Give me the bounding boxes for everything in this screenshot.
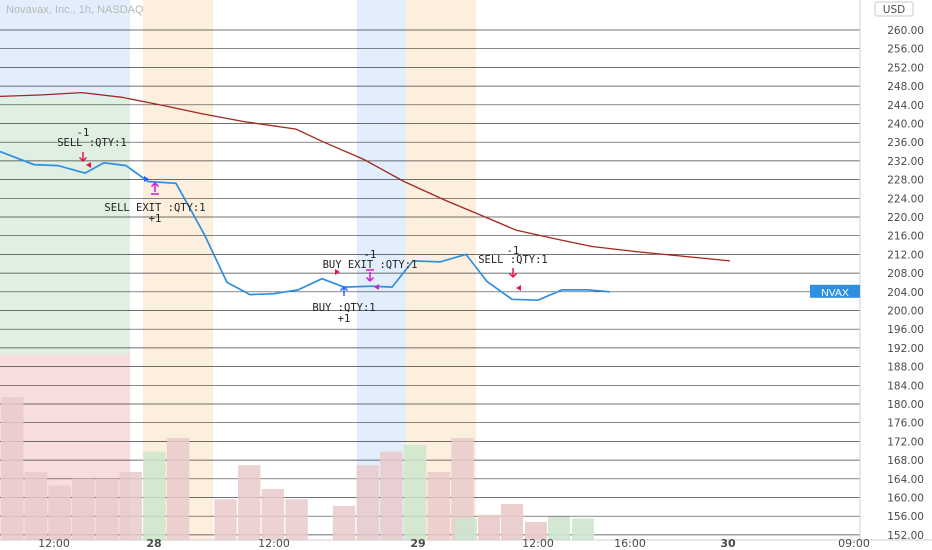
- volume-bar: [166, 438, 190, 540]
- price-tag-label: NVAX: [821, 287, 849, 299]
- y-tick-label: 180.00: [887, 399, 924, 411]
- trade-marker-triangle: [335, 269, 340, 275]
- volume-bar: [501, 504, 523, 540]
- series-lines: [0, 91, 731, 302]
- price-series-line: [0, 150, 611, 302]
- y-tick-label: 224.00: [887, 193, 924, 205]
- volume-bar: [238, 465, 261, 540]
- trade-arrow-head: [508, 272, 518, 279]
- volume-bar: [525, 522, 547, 540]
- symbol-title: Novavax, Inc., 1h, NASDAQ: [6, 4, 144, 16]
- y-tick-label: 172.00: [887, 436, 924, 448]
- y-tick-label: 244.00: [887, 100, 924, 112]
- y-tick-label: 256.00: [887, 44, 924, 56]
- volume-bar: [95, 478, 119, 540]
- volume-bar: [332, 506, 356, 540]
- trade-qty: +1: [338, 313, 351, 325]
- trade-label: SELL EXIT :QTY:1: [104, 202, 205, 214]
- session-zone: [357, 0, 406, 540]
- y-tick-label: 252.00: [887, 62, 924, 74]
- y-tick-label: 200.00: [887, 306, 924, 318]
- trade-arrow-head: [365, 276, 375, 283]
- trade-label: BUY :QTY:1: [312, 302, 375, 314]
- y-tick-label: 184.00: [887, 380, 924, 392]
- x-tick-label: 29: [410, 537, 425, 550]
- y-tick-label: 240.00: [887, 119, 924, 131]
- volume-bar: [451, 438, 474, 540]
- y-tick-label: 204.00: [887, 287, 924, 299]
- trade-qty: -1: [507, 245, 520, 257]
- moving-average-line: [0, 91, 731, 262]
- volume-bar: [455, 518, 477, 540]
- volume-bar: [478, 514, 500, 540]
- y-tick-label: 220.00: [887, 212, 924, 224]
- trade-qty: -1: [364, 249, 377, 261]
- trade-qty: -1: [77, 127, 90, 139]
- background-zones: [0, 0, 476, 540]
- trade-qty: +1: [149, 213, 162, 225]
- x-tick-label: 30: [720, 537, 736, 550]
- trade-arrow-head: [339, 285, 349, 292]
- x-tick-label: 09:00: [838, 537, 870, 550]
- y-tick-label: 216.00: [887, 231, 924, 243]
- trade-marker-triangle: [374, 284, 379, 290]
- x-tick-label: 28: [146, 537, 161, 550]
- trade-label: SELL :QTY:1: [57, 137, 127, 149]
- y-tick-label: 196.00: [887, 324, 924, 336]
- y-tick-label: 156.00: [887, 511, 924, 523]
- trade-marker-triangle: [516, 285, 521, 291]
- volume-bar: [403, 444, 427, 540]
- y-tick-label: 232.00: [887, 156, 924, 168]
- volume-bar: [119, 472, 142, 540]
- y-tick-label: 212.00: [887, 249, 924, 261]
- trade-label: BUY EXIT :QTY:1: [323, 259, 418, 271]
- volume-bar: [24, 472, 48, 540]
- volume-bar: [214, 499, 237, 540]
- volume-bar: [285, 499, 308, 540]
- y-tick-label: 192.00: [887, 343, 924, 355]
- volume-bar: [261, 489, 285, 540]
- volume-bar: [572, 518, 594, 540]
- x-tick-label: 12:00: [258, 537, 290, 550]
- volume-bar: [48, 485, 71, 540]
- volume-bar: [427, 472, 450, 540]
- trade-arrow-head: [78, 156, 88, 163]
- volume-bar: [72, 478, 95, 540]
- x-tick-label: 12:00: [38, 537, 70, 550]
- volume-bar: [548, 516, 570, 540]
- y-tick-label: 260.00: [887, 25, 924, 37]
- trade-label: SELL :QTY:1: [478, 254, 548, 266]
- price-tag: NVAX: [810, 284, 860, 299]
- currency-button[interactable]: USD: [874, 1, 914, 17]
- y-tick-label: 208.00: [887, 268, 924, 280]
- y-tick-label: 152.00: [887, 530, 924, 542]
- price-tag-box: [810, 284, 860, 298]
- x-tick-label: 12:00: [522, 537, 554, 550]
- trade-marker-triangle: [86, 162, 91, 168]
- y-tick-label: 164.00: [887, 474, 924, 486]
- volume-bar: [143, 451, 166, 540]
- y-tick-label: 160.00: [887, 493, 924, 505]
- trade-arrow-head: [150, 181, 160, 188]
- y-tick-label: 236.00: [887, 137, 924, 149]
- y-tick-label: 168.00: [887, 455, 924, 467]
- y-tick-label: 188.00: [887, 362, 924, 374]
- volume-bars: [1, 397, 594, 540]
- trade-marker-triangle: [144, 176, 149, 182]
- volume-bar: [1, 397, 24, 540]
- currency-label: USD: [883, 4, 905, 16]
- volume-bar: [356, 465, 379, 540]
- y-tick-label: 248.00: [887, 81, 924, 93]
- grid-lines: [0, 29, 860, 536]
- position-zone-green: [0, 97, 130, 355]
- volume-bar: [380, 451, 403, 540]
- x-tick-label: 16:00: [614, 537, 646, 550]
- y-tick-label: 228.00: [887, 175, 924, 187]
- y-tick-label: 176.00: [887, 418, 924, 430]
